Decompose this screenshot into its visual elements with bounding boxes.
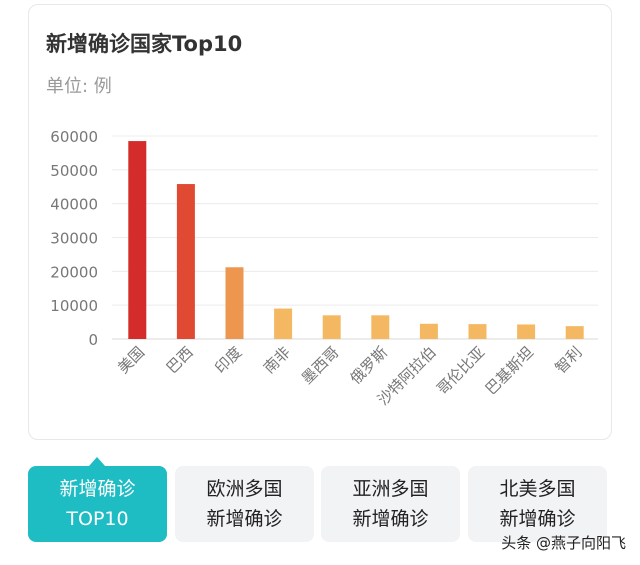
bar	[565, 326, 584, 339]
y-tick-label: 20000	[50, 263, 98, 281]
bar	[419, 323, 438, 339]
y-tick-label: 10000	[50, 297, 98, 315]
y-tick-label: 0	[88, 331, 98, 349]
tab-label-line2: 新增确诊	[499, 508, 576, 530]
bar	[322, 315, 341, 339]
y-tick-label: 30000	[50, 230, 98, 248]
y-tick-label: 60000	[50, 128, 98, 146]
tab-new-cases-top10[interactable]: 新增确诊 TOP10	[28, 457, 167, 542]
bar-chart: 0 10000 20000 30000 40000 50000 60000 美国 巴西 印度 南非墨…	[50, 128, 598, 409]
bar	[468, 324, 487, 339]
bar	[274, 308, 293, 339]
x-tick-label: 哥伦比亚	[433, 343, 488, 398]
chart-title: 新增确诊国家Top10	[46, 32, 243, 56]
bar	[225, 267, 244, 339]
y-tick-label: 40000	[50, 196, 98, 214]
tab-label-line1: 亚洲多国	[352, 478, 429, 500]
bar	[371, 315, 390, 339]
tab-label-line2: 新增确诊	[352, 508, 429, 530]
watermark: 头条 @燕子向阳飞	[501, 534, 626, 552]
x-tick-label: 智利	[552, 343, 586, 377]
chart-card	[28, 4, 612, 440]
x-tick-label: 印度	[211, 343, 245, 377]
x-tick-label: 巴基斯坦	[482, 343, 537, 398]
tab-asia[interactable]: 亚洲多国 新增确诊	[321, 466, 460, 542]
x-tick-label: 墨西哥	[298, 343, 343, 388]
tab-label-line1: 北美多国	[499, 478, 576, 500]
bar	[128, 141, 147, 339]
tab-label-line1: 新增确诊	[59, 478, 136, 500]
bar	[176, 184, 195, 339]
tab-europe[interactable]: 欧洲多国 新增确诊	[175, 466, 314, 542]
x-tick-label: 美国	[114, 343, 148, 377]
x-tick-label: 俄罗斯	[347, 343, 392, 388]
y-tick-label: 50000	[50, 162, 98, 180]
chart-unit-label: 单位: 例	[46, 76, 112, 97]
tab-label-line2: TOP10	[66, 508, 129, 530]
tab-label-line2: 新增确诊	[206, 508, 283, 530]
tab-label-line1: 欧洲多国	[206, 478, 283, 500]
tab-north-america[interactable]: 北美多国 新增确诊	[468, 466, 607, 542]
x-tick-label: 巴西	[163, 343, 197, 377]
x-tick-label: 南非	[260, 343, 294, 377]
bar	[517, 324, 536, 339]
tab-bar: 新增确诊 TOP10 欧洲多国 新增确诊 亚洲多国 新增确诊 北美多国 新增确诊	[28, 457, 612, 544]
